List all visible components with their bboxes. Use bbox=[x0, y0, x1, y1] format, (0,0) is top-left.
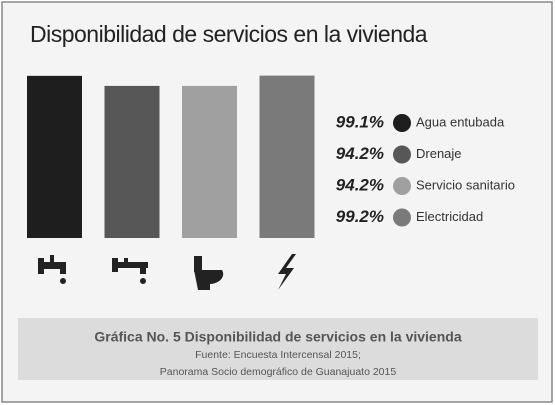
legend-label: Agua entubada bbox=[416, 114, 505, 129]
caption-band bbox=[18, 318, 538, 380]
toilet-icon bbox=[194, 256, 224, 290]
legend-swatch bbox=[393, 114, 411, 132]
bar bbox=[27, 75, 82, 238]
legend-label: Electricidad bbox=[416, 209, 483, 224]
source: Panorama Socio demográfico de Guanajuato… bbox=[160, 366, 397, 378]
value-label: 99.2% bbox=[336, 207, 384, 226]
legend-label: Servicio sanitario bbox=[416, 177, 515, 192]
chart-title: Disponibilidad de servicios en la vivien… bbox=[30, 21, 428, 47]
legend-swatch bbox=[393, 177, 411, 195]
faucet-icon bbox=[38, 255, 66, 284]
source: Fuente: Encuesta Intercensal 2015; bbox=[195, 349, 361, 361]
value-label: 99.1% bbox=[336, 112, 384, 131]
icons bbox=[38, 254, 296, 290]
bar bbox=[259, 75, 315, 238]
drain-icon bbox=[112, 258, 148, 284]
bar bbox=[182, 85, 237, 238]
bolt-icon bbox=[278, 254, 296, 290]
value-label: 94.2% bbox=[336, 144, 384, 163]
value-label: 94.2% bbox=[336, 175, 384, 194]
legend-swatch bbox=[393, 208, 411, 227]
legend-label: Drenaje bbox=[416, 146, 462, 161]
caption: Gráfica No. 5 Disponibilidad de servicio… bbox=[94, 329, 461, 345]
bar bbox=[104, 85, 160, 238]
legend-swatch bbox=[393, 145, 411, 164]
